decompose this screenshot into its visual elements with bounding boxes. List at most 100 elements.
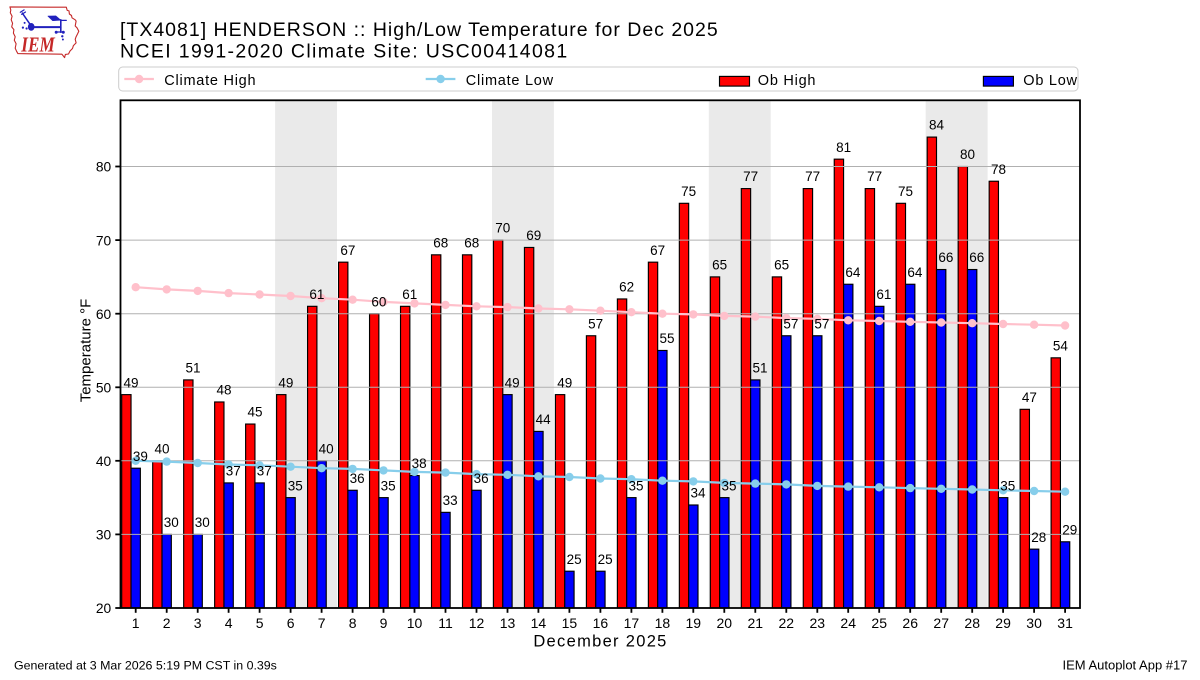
svg-text:35: 35 — [288, 478, 303, 493]
svg-text:62: 62 — [619, 280, 634, 295]
svg-text:25: 25 — [598, 552, 613, 567]
svg-text:40: 40 — [319, 442, 334, 457]
svg-text:21: 21 — [748, 615, 764, 631]
svg-text:54: 54 — [1053, 339, 1069, 354]
svg-text:16: 16 — [593, 615, 609, 631]
svg-text:11: 11 — [438, 615, 453, 631]
svg-text:66: 66 — [969, 250, 984, 265]
svg-text:12: 12 — [469, 615, 485, 631]
svg-text:57: 57 — [588, 316, 603, 331]
svg-text:57: 57 — [783, 316, 798, 331]
svg-text:30: 30 — [195, 515, 210, 530]
svg-text:Ob High: Ob High — [758, 73, 816, 89]
svg-text:39: 39 — [133, 449, 148, 464]
svg-text:19: 19 — [686, 615, 702, 631]
svg-text:22: 22 — [779, 615, 795, 631]
svg-text:33: 33 — [443, 493, 458, 508]
svg-text:37: 37 — [257, 464, 272, 479]
svg-text:Generated at 3 Mar 2026 5:19 P: Generated at 3 Mar 2026 5:19 PM CST in 0… — [14, 659, 277, 673]
svg-text:77: 77 — [805, 169, 820, 184]
svg-text:77: 77 — [743, 169, 758, 184]
svg-text:17: 17 — [624, 615, 640, 631]
svg-text:81: 81 — [836, 140, 851, 155]
svg-text:14: 14 — [531, 615, 547, 631]
svg-text:13: 13 — [500, 615, 516, 631]
svg-text:15: 15 — [562, 615, 578, 631]
svg-text:50: 50 — [96, 381, 112, 396]
svg-text:4: 4 — [225, 615, 233, 631]
svg-text:80: 80 — [960, 147, 975, 162]
svg-text:67: 67 — [340, 243, 355, 258]
svg-text:44: 44 — [536, 412, 552, 427]
svg-text:67: 67 — [650, 243, 665, 258]
svg-text:IEM: IEM — [20, 32, 55, 56]
svg-text:60: 60 — [96, 307, 112, 322]
svg-text:35: 35 — [628, 478, 643, 493]
svg-text:34: 34 — [690, 486, 706, 501]
svg-text:51: 51 — [752, 361, 767, 376]
svg-text:36: 36 — [350, 471, 365, 486]
svg-text:57: 57 — [814, 316, 829, 331]
svg-text:3: 3 — [194, 615, 202, 631]
svg-text:40: 40 — [96, 454, 112, 469]
svg-text:49: 49 — [123, 375, 138, 390]
svg-text:IEM Autoplot App #17: IEM Autoplot App #17 — [1062, 658, 1187, 673]
svg-text:48: 48 — [216, 383, 231, 398]
svg-text:78: 78 — [991, 162, 1006, 177]
svg-text:35: 35 — [381, 478, 396, 493]
svg-text:30: 30 — [96, 528, 112, 543]
svg-text:60: 60 — [371, 294, 386, 309]
svg-text:64: 64 — [845, 265, 861, 280]
svg-text:70: 70 — [495, 221, 510, 236]
svg-text:49: 49 — [505, 375, 520, 390]
svg-text:27: 27 — [933, 615, 949, 631]
svg-text:25: 25 — [567, 552, 582, 567]
svg-text:65: 65 — [712, 258, 727, 273]
svg-text:66: 66 — [938, 250, 953, 265]
svg-text:7: 7 — [318, 615, 326, 631]
svg-text:20: 20 — [96, 601, 112, 616]
svg-text:6: 6 — [287, 615, 295, 631]
svg-text:December 2025: December 2025 — [533, 633, 667, 651]
svg-text:23: 23 — [810, 615, 826, 631]
svg-text:29: 29 — [1062, 522, 1077, 537]
svg-text:26: 26 — [902, 615, 918, 631]
svg-text:49: 49 — [557, 375, 572, 390]
svg-text:65: 65 — [774, 258, 789, 273]
svg-text:51: 51 — [185, 361, 200, 376]
svg-text:28: 28 — [1031, 530, 1046, 545]
svg-text:28: 28 — [964, 615, 980, 631]
svg-text:24: 24 — [840, 615, 856, 631]
svg-text:20: 20 — [717, 615, 733, 631]
svg-text:38: 38 — [412, 456, 427, 471]
svg-text:8: 8 — [349, 615, 357, 631]
svg-text:55: 55 — [659, 331, 674, 346]
svg-text:75: 75 — [681, 184, 696, 199]
svg-text:47: 47 — [1022, 390, 1037, 405]
svg-text:18: 18 — [655, 615, 671, 631]
svg-text:69: 69 — [526, 228, 541, 243]
svg-text:61: 61 — [876, 287, 891, 302]
svg-text:Climate Low: Climate Low — [466, 73, 554, 89]
svg-text:2: 2 — [163, 615, 171, 631]
svg-text:5: 5 — [256, 615, 264, 631]
svg-text:25: 25 — [871, 615, 887, 631]
svg-text:68: 68 — [433, 236, 448, 251]
svg-text:[TX4081] HENDERSON :: High/Low: [TX4081] HENDERSON :: High/Low Temperatu… — [120, 19, 719, 41]
svg-text:37: 37 — [226, 464, 241, 479]
svg-text:77: 77 — [867, 169, 882, 184]
svg-text:61: 61 — [402, 287, 417, 302]
svg-text:84: 84 — [929, 118, 945, 133]
svg-text:35: 35 — [1000, 478, 1015, 493]
svg-text:75: 75 — [898, 184, 913, 199]
svg-text:49: 49 — [278, 375, 293, 390]
svg-text:31: 31 — [1057, 615, 1073, 631]
svg-text:70: 70 — [96, 233, 112, 248]
svg-text:Ob Low: Ob Low — [1023, 73, 1077, 89]
svg-text:64: 64 — [907, 265, 923, 280]
svg-text:40: 40 — [154, 442, 169, 457]
svg-text:68: 68 — [464, 236, 479, 251]
svg-text:9: 9 — [380, 615, 388, 631]
svg-text:Climate High: Climate High — [164, 73, 256, 89]
svg-text:80: 80 — [96, 160, 112, 175]
